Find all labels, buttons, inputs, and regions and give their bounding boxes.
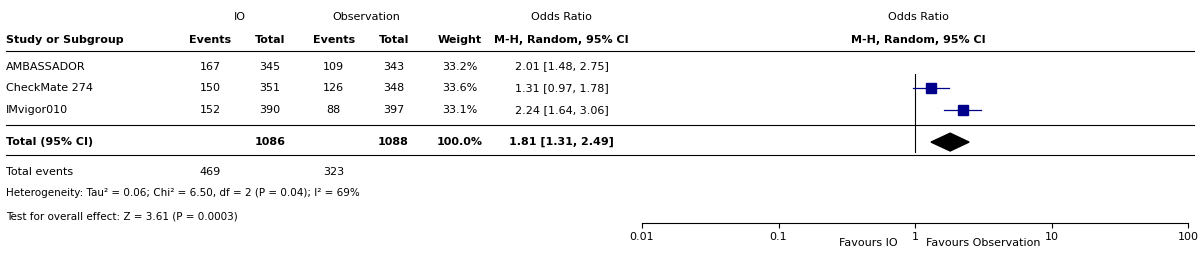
- Text: 126: 126: [323, 83, 344, 93]
- Text: Study or Subgroup: Study or Subgroup: [6, 35, 124, 45]
- Text: Odds Ratio: Odds Ratio: [888, 12, 948, 22]
- Text: Favours Observation: Favours Observation: [926, 238, 1040, 248]
- Text: M-H, Random, 95% CI: M-H, Random, 95% CI: [851, 35, 985, 45]
- Text: 152: 152: [199, 105, 221, 115]
- Text: 397: 397: [383, 105, 404, 115]
- Text: 150: 150: [199, 83, 221, 93]
- Text: Heterogeneity: Tau² = 0.06; Chi² = 6.50, df = 2 (P = 0.04); I² = 69%: Heterogeneity: Tau² = 0.06; Chi² = 6.50,…: [6, 188, 360, 198]
- Polygon shape: [931, 133, 970, 151]
- Text: 348: 348: [383, 83, 404, 93]
- Text: 343: 343: [383, 61, 404, 72]
- Text: Events: Events: [188, 35, 232, 45]
- Text: IO: IO: [234, 12, 246, 22]
- Text: 1088: 1088: [378, 137, 409, 147]
- Text: 2.01 [1.48, 2.75]: 2.01 [1.48, 2.75]: [515, 61, 608, 72]
- Text: 1.81 [1.31, 2.49]: 1.81 [1.31, 2.49]: [509, 137, 614, 147]
- Text: AMBASSADOR: AMBASSADOR: [6, 61, 85, 72]
- Text: 1086: 1086: [254, 137, 286, 147]
- Text: M-H, Random, 95% CI: M-H, Random, 95% CI: [494, 35, 629, 45]
- Text: 323: 323: [323, 166, 344, 177]
- Text: 100.0%: 100.0%: [437, 137, 482, 147]
- Text: 33.1%: 33.1%: [442, 105, 478, 115]
- Text: Total: Total: [378, 35, 409, 45]
- Text: Observation: Observation: [332, 12, 400, 22]
- Text: 88: 88: [326, 105, 341, 115]
- Text: IMvigor010: IMvigor010: [6, 105, 68, 115]
- Text: 33.6%: 33.6%: [442, 83, 478, 93]
- Text: 33.2%: 33.2%: [442, 61, 478, 72]
- Text: Events: Events: [312, 35, 355, 45]
- Text: 1.31 [0.97, 1.78]: 1.31 [0.97, 1.78]: [515, 83, 608, 93]
- Text: Favours IO: Favours IO: [839, 238, 898, 248]
- Text: 345: 345: [259, 61, 281, 72]
- Text: 109: 109: [323, 61, 344, 72]
- Text: Total (95% CI): Total (95% CI): [6, 137, 94, 147]
- Text: Odds Ratio: Odds Ratio: [532, 12, 592, 22]
- Text: Total: Total: [254, 35, 286, 45]
- Text: Total events: Total events: [6, 166, 73, 177]
- Text: Test for overall effect: Z = 3.61 (P = 0.0003): Test for overall effect: Z = 3.61 (P = 0…: [6, 211, 238, 221]
- Text: Weight: Weight: [438, 35, 481, 45]
- Text: 469: 469: [199, 166, 221, 177]
- Text: 351: 351: [259, 83, 281, 93]
- Text: 167: 167: [199, 61, 221, 72]
- Text: 2.24 [1.64, 3.06]: 2.24 [1.64, 3.06]: [515, 105, 608, 115]
- Text: CheckMate 274: CheckMate 274: [6, 83, 94, 93]
- Text: 390: 390: [259, 105, 281, 115]
